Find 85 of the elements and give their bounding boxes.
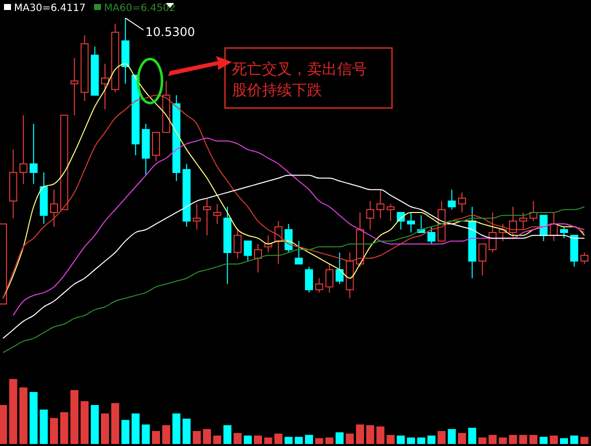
candlestick xyxy=(376,189,384,219)
bar xyxy=(366,425,374,444)
bar xyxy=(70,390,78,444)
bar xyxy=(550,436,558,444)
candlestick xyxy=(30,123,38,184)
bar xyxy=(468,428,476,444)
bar xyxy=(223,425,232,444)
bar xyxy=(90,405,99,444)
bar xyxy=(509,434,517,444)
bar xyxy=(540,436,548,444)
bar xyxy=(274,434,282,444)
bar xyxy=(162,425,170,444)
bar xyxy=(121,420,130,444)
bar xyxy=(244,436,252,444)
candlestick xyxy=(223,206,232,284)
candlestick xyxy=(111,23,120,93)
bar xyxy=(254,436,262,444)
bar xyxy=(448,429,456,444)
candlestick xyxy=(580,252,588,264)
candlestick xyxy=(488,212,497,254)
bar xyxy=(284,436,293,444)
candlestick xyxy=(192,203,201,230)
bar xyxy=(19,387,28,444)
bar xyxy=(264,438,272,444)
candlestick xyxy=(40,172,48,224)
bar xyxy=(40,410,48,444)
bar xyxy=(498,438,507,444)
bar xyxy=(152,431,160,444)
bar xyxy=(132,413,140,444)
candlestick xyxy=(386,203,395,222)
legend-label: MA30=6.4117 xyxy=(14,3,86,14)
bar xyxy=(529,434,538,444)
candlestick xyxy=(366,200,374,230)
bar xyxy=(560,438,568,444)
candlestick xyxy=(80,34,89,102)
bar xyxy=(570,436,578,444)
bar xyxy=(30,392,38,444)
bar xyxy=(376,426,384,444)
bar xyxy=(386,434,395,444)
bar xyxy=(182,418,191,444)
candlestick xyxy=(346,252,354,299)
bar xyxy=(9,379,18,444)
bar xyxy=(458,432,466,444)
bar xyxy=(142,424,150,444)
bar xyxy=(478,438,486,444)
bar xyxy=(488,434,497,444)
bar xyxy=(101,413,109,444)
bar xyxy=(346,434,354,444)
bar xyxy=(111,403,120,444)
bar xyxy=(192,431,201,444)
candlestick xyxy=(121,18,130,84)
bar xyxy=(396,436,405,444)
candlestick xyxy=(213,203,222,224)
bar xyxy=(50,418,58,444)
bar xyxy=(580,436,588,444)
bar xyxy=(427,436,436,444)
bar xyxy=(203,429,211,444)
candlestick xyxy=(50,189,58,228)
candlestick xyxy=(468,206,476,279)
bar xyxy=(213,436,222,444)
bar xyxy=(438,431,446,444)
bar xyxy=(0,405,7,444)
annotation: 10.5300 xyxy=(145,25,196,39)
bar xyxy=(356,424,364,444)
candlestick xyxy=(19,114,28,184)
bar xyxy=(519,434,528,444)
bar xyxy=(172,413,180,444)
bar xyxy=(80,401,89,444)
candlestick xyxy=(336,252,344,284)
bar xyxy=(417,438,426,444)
bar xyxy=(305,434,313,444)
bar xyxy=(407,438,415,444)
annotation: 死亡交叉，卖出信号股价持续下跌 xyxy=(232,60,367,99)
candlestick xyxy=(9,149,18,219)
bar xyxy=(60,412,68,444)
candlestick xyxy=(70,58,78,116)
bar xyxy=(336,432,344,444)
bar xyxy=(294,436,303,444)
candlestick xyxy=(172,94,180,182)
bar xyxy=(234,432,242,444)
legend-label: MA60=6.4502 xyxy=(104,3,176,14)
candlestick xyxy=(101,63,109,110)
bar xyxy=(315,438,324,444)
bar xyxy=(325,438,334,444)
candlestick xyxy=(203,198,211,236)
